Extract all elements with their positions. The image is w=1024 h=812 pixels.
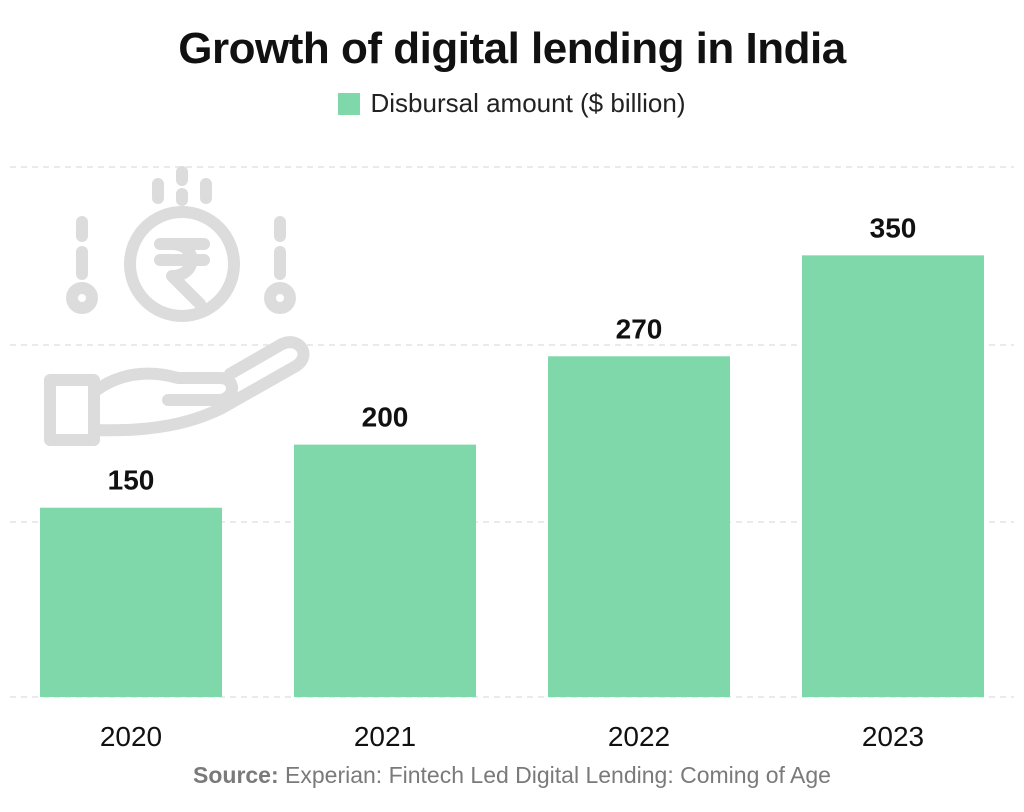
bar-2022	[548, 356, 730, 697]
bars	[40, 255, 984, 698]
bar-2020	[40, 507, 222, 697]
x-tick-2021: 2021	[354, 721, 416, 752]
value-label-2020: 150	[108, 465, 155, 496]
legend-swatch	[338, 92, 361, 115]
value-label-2023: 350	[870, 212, 917, 243]
x-tick-2023: 2023	[862, 721, 924, 752]
x-tick-2020: 2020	[100, 721, 162, 752]
rupee-coin-hand-icon	[44, 166, 310, 446]
chart-title: Growth of digital lending in India	[178, 24, 846, 73]
source-note: Source: Experian: Fintech Led Digital Le…	[0, 762, 1024, 789]
bar-2023	[802, 255, 984, 698]
source-text: Experian: Fintech Led Digital Lending: C…	[285, 762, 831, 788]
value-label-2021: 200	[362, 402, 409, 433]
value-label-2022: 270	[616, 313, 663, 344]
x-tick-labels: 2020 2021 2022 2023	[100, 721, 924, 752]
source-label: Source:	[193, 762, 279, 788]
x-tick-2022: 2022	[608, 721, 670, 752]
chart-legend: Disbursal amount ($ billion)	[0, 88, 1024, 119]
bar-2021	[294, 444, 476, 697]
legend-label: Disbursal amount ($ billion)	[370, 88, 686, 118]
value-labels: 150 200 270 350	[108, 212, 917, 495]
